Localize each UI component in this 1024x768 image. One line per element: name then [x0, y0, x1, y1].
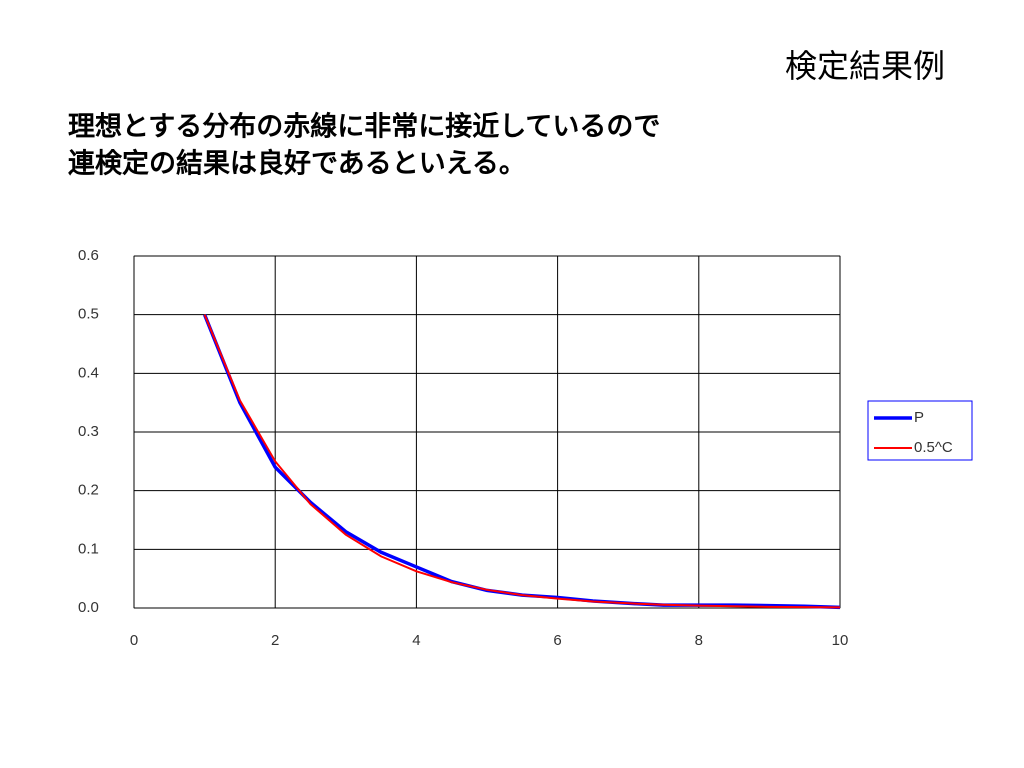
x-tick-label: 6 [553, 632, 561, 649]
body-line: 理想とする分布の赤線に非常に接近しているので [68, 111, 660, 143]
legend-label: 0.5^C [914, 439, 953, 456]
y-tick-label: 0.1 [78, 540, 99, 557]
series-line [203, 314, 841, 609]
y-tick-label: 0.2 [78, 482, 99, 499]
x-tick-label: 4 [412, 632, 420, 649]
y-tick-label: 0.6 [78, 247, 99, 264]
x-tick-label: 0 [130, 632, 138, 649]
slide-title: 検定結果例 [785, 47, 945, 85]
body-line: 連検定の結果は良好であるといえる。 [68, 148, 526, 180]
y-tick-label: 0.3 [78, 423, 99, 440]
y-tick-label: 0.4 [78, 364, 99, 381]
y-tick-label: 0.0 [78, 599, 99, 616]
x-tick-label: 10 [832, 632, 849, 649]
x-tick-label: 8 [695, 632, 703, 649]
y-tick-label: 0.5 [78, 306, 99, 323]
legend-label: P [914, 409, 924, 426]
legend-box [867, 400, 973, 461]
x-tick-label: 2 [271, 632, 279, 649]
